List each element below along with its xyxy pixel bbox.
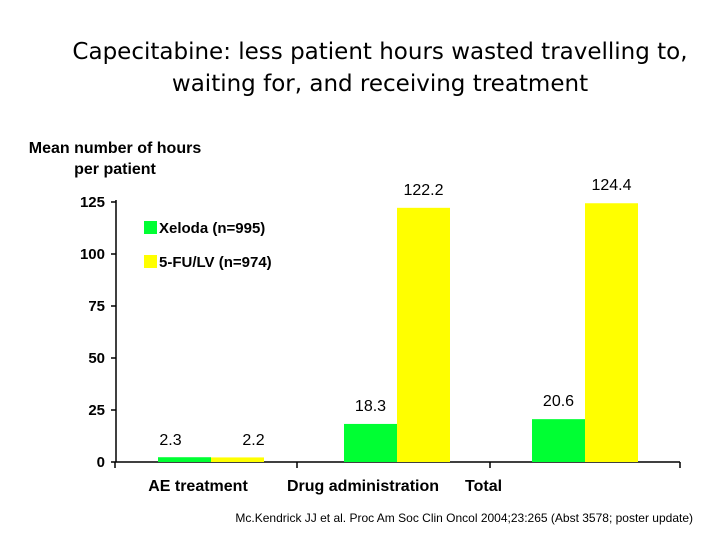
chart-title-line-1: Capecitabine: less patient hours wasted … <box>72 39 688 65</box>
y-tick-label-125: 125 <box>80 194 105 211</box>
data-label-0-0: 2.3 <box>159 432 181 449</box>
y-tick-label-0: 0 <box>97 454 105 471</box>
y-tick-label-25: 25 <box>88 402 105 419</box>
legend: Xeloda (n=995) 5-FU/LV (n=974) <box>144 220 272 271</box>
data-label-1-2: 124.4 <box>591 177 631 194</box>
y-tick-label-75: 75 <box>88 298 105 315</box>
bar-0-1 <box>344 423 397 462</box>
x-category-label-0: AE treatment <box>148 478 248 495</box>
data-label-1-0: 2.2 <box>242 432 264 449</box>
x-category-label-2: Total <box>465 478 502 495</box>
y-axis-label: Mean number of hours per patient <box>29 140 202 178</box>
y-axis-label-line-1: Mean number of hours <box>29 140 202 157</box>
y-tick-label-50: 50 <box>88 350 105 367</box>
x-category-label-1: Drug administration <box>287 478 439 495</box>
bar-0-0 <box>158 457 211 462</box>
data-label-0-1: 18.3 <box>355 398 386 415</box>
legend-label-0: Xeloda (n=995) <box>159 220 265 237</box>
y-axis-label-line-2: per patient <box>74 161 156 178</box>
bars: 2.3 18.3 20.6 2.2 122.2 124.4 <box>158 177 638 463</box>
y-tick-label-100: 100 <box>80 246 105 263</box>
chart-title-line-2: waiting for, and receiving treatment <box>171 71 589 97</box>
bar-1-1 <box>397 207 450 462</box>
bar-0-2 <box>532 419 585 462</box>
chart-title: Capecitabine: less patient hours wasted … <box>40 36 720 100</box>
bar-1-0 <box>211 457 264 462</box>
source-citation: Mc.Kendrick JJ et al. Proc Am Soc Clin O… <box>235 511 693 525</box>
legend-swatch-1 <box>144 255 157 268</box>
legend-swatch-0 <box>144 221 157 234</box>
data-label-1-1: 122.2 <box>403 182 443 199</box>
data-label-0-2: 20.6 <box>543 393 574 410</box>
axes: 0 25 50 75 100 125 AE treatment Drug administra… <box>80 194 681 495</box>
legend-label-1: 5-FU/LV (n=974) <box>159 254 272 271</box>
bar-1-2 <box>585 203 638 463</box>
